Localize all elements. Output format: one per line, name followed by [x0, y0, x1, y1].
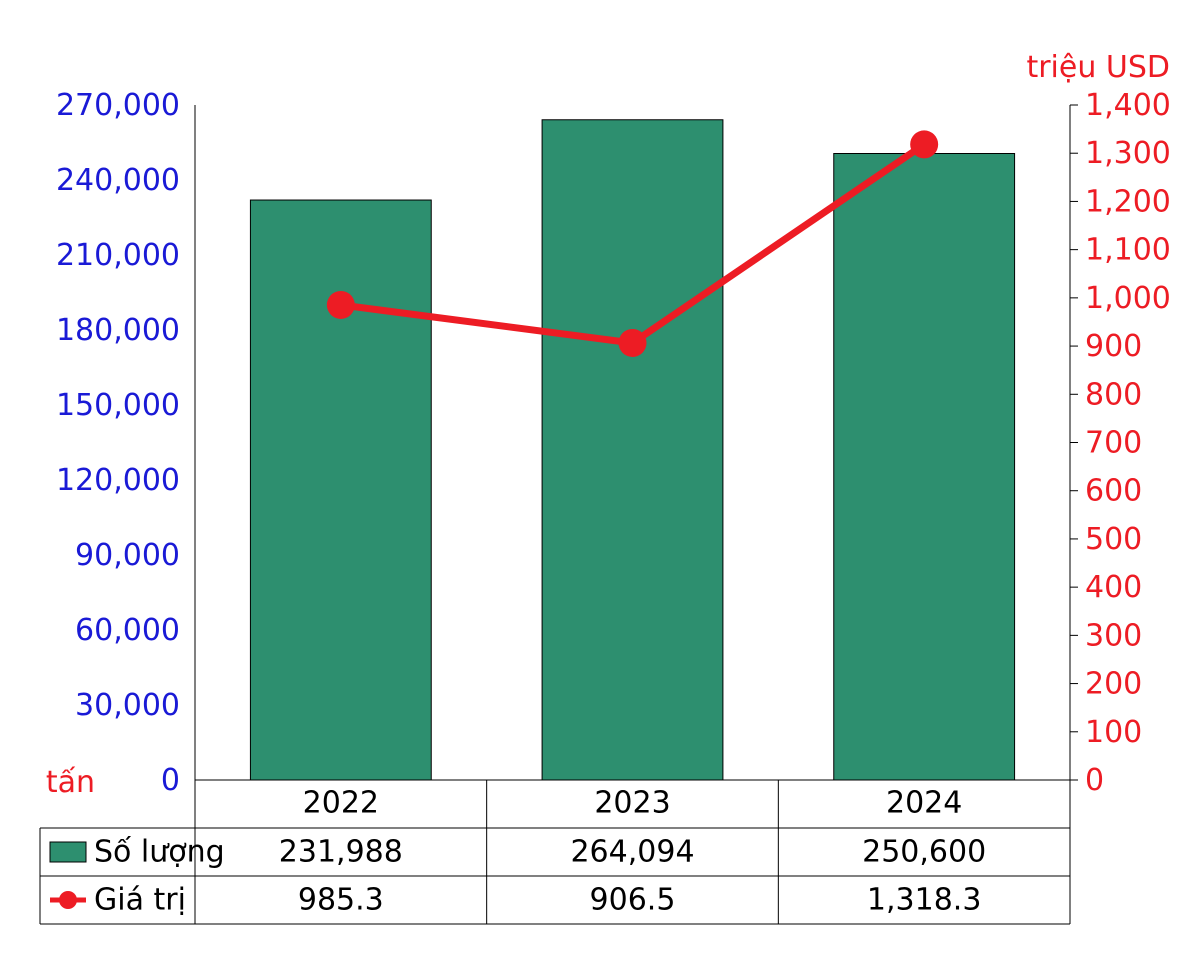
y-right-tick-label: 1,400 [1085, 88, 1171, 123]
legend-line-marker [59, 891, 77, 909]
y-right-axis-title: triệu USD [1026, 50, 1170, 85]
legend-line-label: Giá trị [94, 883, 186, 918]
y-right-tick-label: 100 [1085, 715, 1142, 750]
y-left-unit-label: tấn [46, 765, 95, 800]
y-left-tick-label: 30,000 [75, 688, 180, 723]
y-right-tick-label: 900 [1085, 329, 1142, 364]
y-right-tick-label: 800 [1085, 377, 1142, 412]
line-marker [619, 329, 647, 357]
table-cell-bar: 250,600 [862, 835, 986, 870]
table-cell-bar: 231,988 [279, 835, 403, 870]
y-left-tick-label: 180,000 [56, 313, 180, 348]
y-right-tick-label: 1,300 [1085, 136, 1171, 171]
y-right-tick-label: 300 [1085, 618, 1142, 653]
y-left-tick-label: 60,000 [75, 613, 180, 648]
y-right-tick-label: 1,000 [1085, 281, 1171, 316]
y-right-tick-label: 700 [1085, 426, 1142, 461]
y-right-tick-label: 0 [1085, 763, 1104, 798]
y-left-tick-label: 120,000 [56, 463, 180, 498]
y-right-tick-label: 1,100 [1085, 233, 1171, 268]
table-cell-line: 985.3 [298, 883, 384, 918]
y-left-tick-label: 270,000 [56, 88, 180, 123]
y-right-tick-label: 1,200 [1085, 184, 1171, 219]
x-category-label: 2023 [594, 786, 670, 821]
bar [542, 120, 723, 780]
table-cell-bar: 264,094 [570, 835, 694, 870]
line-marker [910, 130, 938, 158]
y-left-tick-label: 240,000 [56, 163, 180, 198]
bar [834, 154, 1015, 781]
y-left-tick-label: 0 [161, 763, 180, 798]
legend-bar-label: Số lượng [94, 835, 225, 870]
x-category-label: 2022 [303, 786, 379, 821]
y-right-tick-label: 200 [1085, 667, 1142, 702]
combo-chart: 0 30,000 60,000 90,000 120,000 150,000 180,000… [0, 0, 1200, 970]
y-right-tick-label: 500 [1085, 522, 1142, 557]
legend-bar-swatch [50, 842, 86, 862]
y-left-tick-label: 90,000 [75, 538, 180, 573]
y-left-tick-label: 210,000 [56, 238, 180, 273]
x-category-label: 2024 [886, 786, 962, 821]
table-cell-line: 906.5 [590, 883, 676, 918]
y-right-tick-label: 600 [1085, 474, 1142, 509]
line-marker [327, 291, 355, 319]
bar [250, 200, 431, 780]
y-left-tick-label: 150,000 [56, 388, 180, 423]
table-cell-line: 1,318.3 [867, 883, 982, 918]
y-right-tick-label: 400 [1085, 570, 1142, 605]
